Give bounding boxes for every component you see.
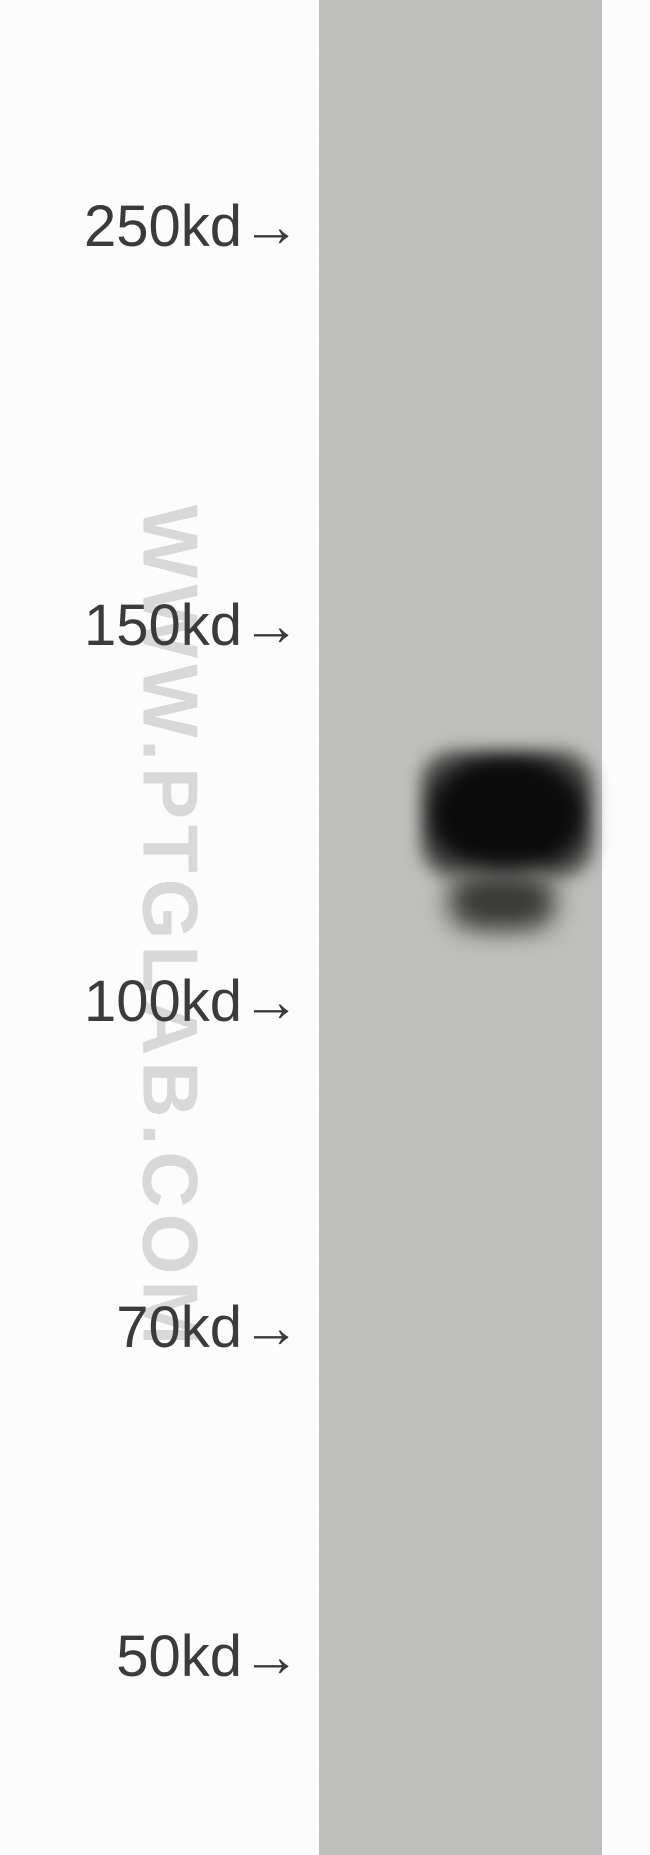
- arrow-right-icon: →: [242, 592, 300, 659]
- blot-lane-1: [319, 0, 602, 1855]
- mw-marker-50kd: 50kd→: [116, 1623, 300, 1690]
- mw-marker-70kd: 70kd→: [116, 1294, 300, 1361]
- mw-marker-label: 250kd: [84, 193, 242, 260]
- mw-marker-label: 70kd: [116, 1294, 242, 1361]
- mw-marker-150kd: 150kd→: [84, 592, 300, 659]
- mw-marker-label: 150kd: [84, 592, 242, 659]
- arrow-right-icon: →: [242, 968, 300, 1035]
- arrow-right-icon: →: [242, 1294, 300, 1361]
- western-blot-figure: WWW.PTGLAB.COM 250kd→150kd→100kd→70kd→50…: [0, 0, 650, 1855]
- band-1: [421, 750, 593, 878]
- mw-marker-label: 100kd: [84, 968, 242, 1035]
- mw-marker-100kd: 100kd→: [84, 968, 300, 1035]
- mw-marker-label: 50kd: [116, 1623, 242, 1690]
- arrow-right-icon: →: [242, 193, 300, 260]
- arrow-right-icon: →: [242, 1623, 300, 1690]
- mw-marker-250kd: 250kd→: [84, 193, 300, 260]
- band-2: [447, 870, 557, 932]
